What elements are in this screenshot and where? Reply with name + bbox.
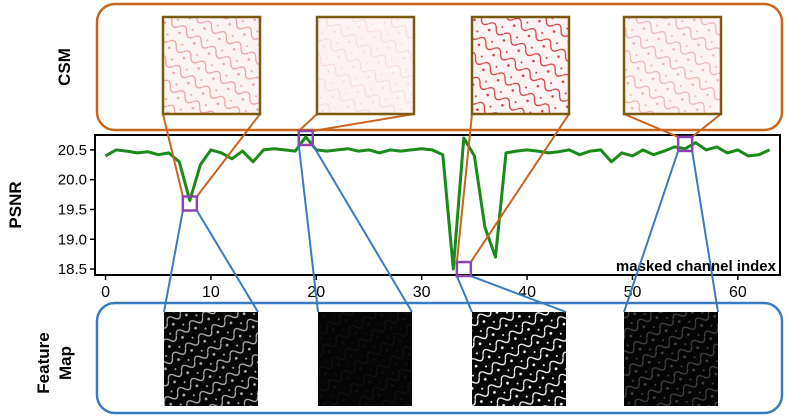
feature-map-thumbnail [624, 312, 718, 406]
y-tick-label: 20.5 [58, 142, 87, 159]
feature-label-line2: Map [56, 346, 75, 380]
x-ticks: 0102030405060 [101, 275, 747, 301]
y-tick-label: 18.5 [58, 261, 87, 278]
csm-thumbnail [622, 15, 723, 116]
x-axis-label: masked channel index [616, 258, 777, 275]
csm-thumbnail [161, 15, 262, 116]
feature-connector-line [470, 275, 567, 313]
y-tick-label: 19.0 [58, 231, 87, 248]
csm-thumbnails [161, 15, 723, 116]
x-tick-label: 0 [101, 284, 110, 301]
feature-connector-line [691, 150, 719, 313]
csm-connector-line [162, 113, 184, 197]
feature-label-line1: Feature [34, 332, 53, 393]
highlight-marker [181, 195, 199, 212]
csm-connector-line [196, 113, 261, 198]
feature-thumbnail-texture [472, 312, 566, 406]
csm-thumbnail-texture [624, 17, 721, 114]
csm-thumbnail-texture [163, 17, 260, 114]
highlight-marker [676, 135, 694, 153]
connector-lines [162, 113, 722, 313]
csm-connector-line [623, 113, 679, 138]
feature-connector-line [311, 144, 413, 313]
feature-connector-line [297, 144, 319, 313]
csm-frame [95, 2, 784, 132]
x-tick-label: 30 [413, 284, 431, 301]
csm-connector-line [298, 113, 318, 132]
feature-map-frame [95, 301, 784, 415]
x-tick-label: 10 [202, 284, 220, 301]
y-axis-label: PSNR [6, 181, 25, 228]
feature-map-thumbnail [164, 312, 258, 406]
feature-map-thumbnail [472, 312, 566, 406]
csm-connector-line [470, 113, 570, 263]
feature-thumbnail-texture [318, 312, 412, 406]
x-tick-label: 60 [729, 284, 747, 301]
csm-thumbnail-border [622, 15, 723, 116]
csm-thumbnail-border [315, 15, 416, 116]
csm-connector-line [455, 113, 473, 263]
y-ticks: 18.5 19.0 19.5 20.0 20.5 [58, 142, 95, 278]
highlight-marker [455, 260, 473, 278]
feature-connector-line [455, 275, 473, 313]
csm-thumbnail-border [161, 15, 262, 116]
feature-thumbnail-texture [624, 312, 718, 406]
feature-map-thumbnail [318, 312, 412, 406]
x-tick-label: 50 [624, 284, 642, 301]
csm-connector-line [691, 113, 722, 138]
x-tick-label: 40 [518, 284, 536, 301]
psnr-series-line [104, 135, 771, 271]
feature-connector-line [195, 209, 259, 313]
csm-thumbnail-border [470, 15, 571, 116]
feature-connector-line [623, 150, 680, 313]
feature-thumbnail-texture [164, 312, 258, 406]
csm-thumbnail [470, 15, 571, 116]
plot-area [94, 134, 781, 276]
highlight-marker [297, 129, 315, 147]
y-tick-label: 19.5 [58, 201, 87, 218]
feature-connector-line [163, 210, 184, 313]
csm-thumbnail-texture [472, 17, 569, 114]
csm-thumbnail-texture [317, 17, 414, 114]
csm-thumbnail [315, 15, 416, 116]
csm-connector-line [312, 113, 415, 132]
highlight-markers [181, 129, 694, 278]
csm-label: CSM [55, 48, 74, 86]
psnr-chart: PSNR masked channel index 18.5 19.0 19.5 20… [6, 134, 781, 301]
feature-map-thumbnails [164, 312, 718, 406]
y-tick-label: 20.0 [58, 172, 87, 189]
